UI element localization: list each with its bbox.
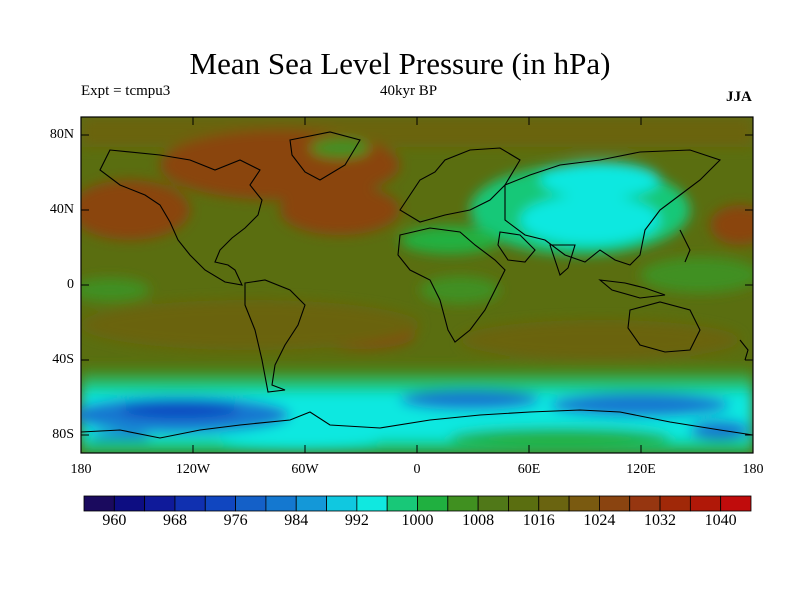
colorbar-label: 1032 <box>644 512 677 529</box>
lon-label: 0 <box>413 462 421 477</box>
colorbar-swatch <box>144 495 176 512</box>
colorbar-swatch <box>689 495 722 512</box>
colorbar-label: 1016 <box>522 512 555 529</box>
colorbar-swatch <box>720 495 752 512</box>
period-label: 40kyr BP <box>380 83 438 99</box>
colorbar-label: 976 <box>223 512 248 529</box>
experiment-label: Expt = tcmpu3 <box>81 83 171 99</box>
lon-label: 120E <box>626 462 656 477</box>
lat-label: 40S <box>52 352 74 367</box>
colorbar-swatch <box>265 495 297 512</box>
colorbar-label: 968 <box>162 512 187 529</box>
colorbar-swatch <box>204 495 236 512</box>
colorbar-label: 992 <box>344 512 369 529</box>
colorbar-swatch <box>235 495 267 512</box>
colorbar-label: 960 <box>102 512 127 529</box>
colorbar-swatch <box>629 495 661 512</box>
chart-title: Mean Sea Level Pressure (in hPa) <box>189 46 611 81</box>
colorbar-swatch <box>538 495 570 512</box>
season-label: JJA <box>726 89 752 105</box>
lon-label: 180 <box>742 462 764 477</box>
colorbar-swatch <box>356 495 388 512</box>
lon-label: 120W <box>175 462 211 477</box>
lon-label: 180 <box>70 462 92 477</box>
colorbar-swatch <box>417 495 449 512</box>
lat-label: 0 <box>67 277 74 292</box>
lon-label: 60W <box>291 462 319 477</box>
colorbar-swatch <box>508 495 540 512</box>
colorbar-swatch <box>174 495 206 512</box>
colorbar-swatch <box>83 495 115 512</box>
lon-label: 60E <box>517 462 541 477</box>
map-frame <box>80 116 754 454</box>
pressure-field <box>81 117 753 453</box>
colorbar-swatch <box>447 495 479 512</box>
lat-label: 80N <box>49 127 74 142</box>
colorbar-swatch <box>295 495 327 512</box>
colorbar-label: 1040 <box>704 512 737 529</box>
colorbar-label: 1000 <box>401 512 434 529</box>
colorbar-label: 1024 <box>583 512 616 529</box>
colorbar-label: 984 <box>284 512 309 529</box>
colorbar-swatch <box>386 495 418 512</box>
colorbar-swatch <box>659 495 691 512</box>
colorbar-swatch <box>113 495 146 512</box>
colorbar-label: 1008 <box>462 512 495 529</box>
colorbar <box>83 495 752 512</box>
coastlines <box>81 131 753 439</box>
lat-label: 40N <box>49 202 74 217</box>
lat-label: 80S <box>52 427 74 442</box>
colorbar-swatch <box>599 495 631 512</box>
colorbar-swatch <box>326 495 358 512</box>
colorbar-swatch <box>568 495 600 512</box>
colorbar-swatch <box>477 495 509 512</box>
